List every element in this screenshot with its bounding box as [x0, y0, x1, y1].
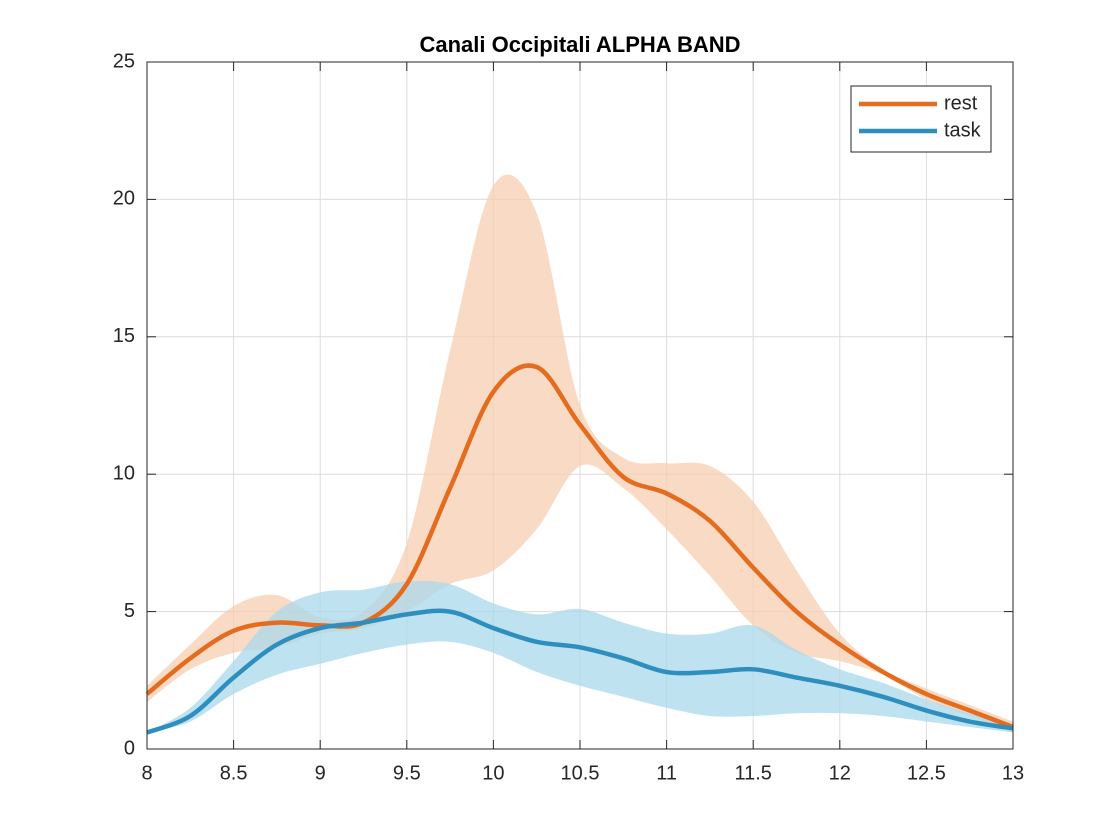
x-tick-label: 11.5 — [734, 762, 771, 784]
x-tick-label: 13 — [1002, 762, 1024, 784]
y-tick-label: 0 — [124, 737, 135, 759]
x-tick-label: 12 — [829, 762, 851, 784]
legend-label: rest — [944, 92, 978, 114]
y-tick-label: 10 — [113, 462, 135, 484]
x-tick-label: 11 — [656, 762, 677, 784]
x-tick-label: 9 — [315, 762, 326, 784]
x-tick-label: 10.5 — [561, 762, 600, 784]
confidence-band — [147, 580, 1013, 733]
x-tick-label: 9.5 — [393, 762, 421, 784]
legend-label: task — [944, 119, 982, 141]
legend-box — [850, 85, 992, 153]
chart-title: Canali Occipitali ALPHA BAND — [419, 32, 740, 57]
x-tick-label: 12.5 — [907, 762, 946, 784]
y-tick-label: 25 — [113, 50, 135, 72]
plot-frame — [146, 61, 1014, 750]
x-tick-label: 8.5 — [220, 762, 248, 784]
x-tick-label: 8 — [141, 762, 152, 784]
y-tick-label: 20 — [113, 188, 135, 210]
line — [146, 608, 1014, 735]
line — [145, 363, 1014, 730]
y-tick-label: 5 — [124, 600, 135, 622]
y-tick-label: 15 — [113, 325, 135, 347]
x-tick-label: 10 — [482, 762, 504, 784]
confidence-band — [147, 174, 1013, 733]
